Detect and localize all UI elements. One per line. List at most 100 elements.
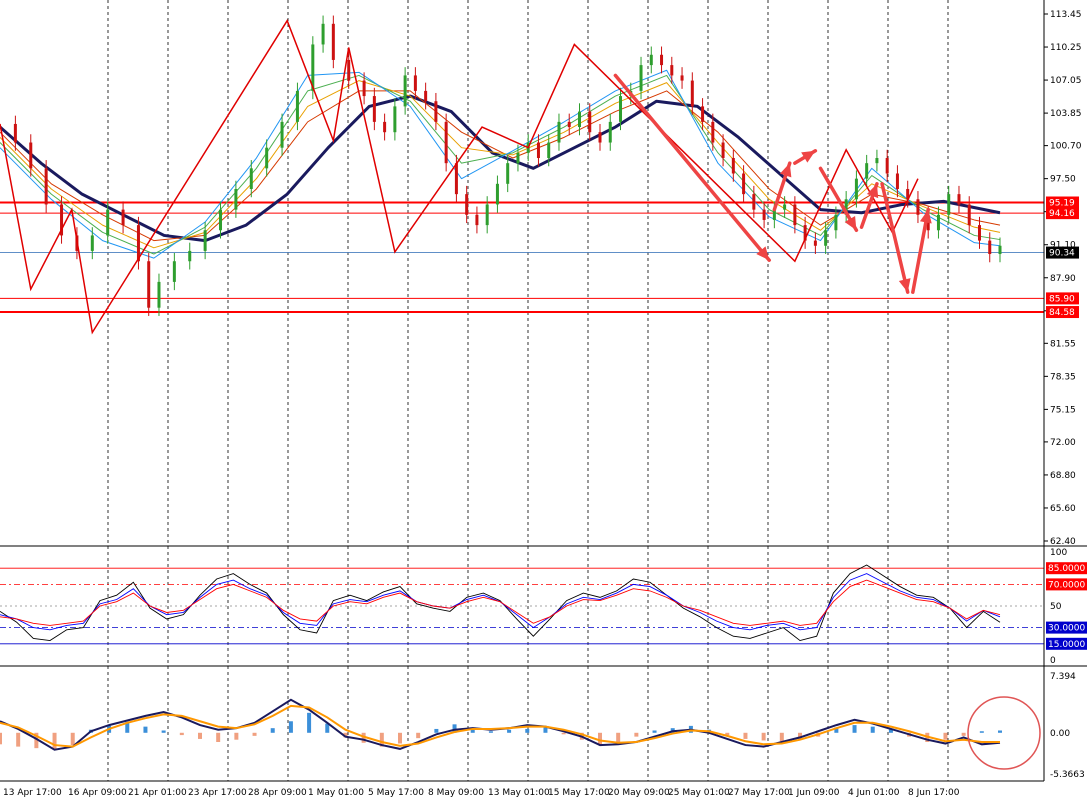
candle-body bbox=[988, 240, 992, 255]
candle-body bbox=[29, 142, 33, 169]
macd-histogram-bar bbox=[888, 728, 893, 733]
macd-histogram-bar bbox=[998, 730, 1002, 733]
candle-body bbox=[967, 204, 971, 226]
price-tick-label: 103.85 bbox=[1050, 109, 1082, 119]
macd-histogram-bar bbox=[0, 732, 2, 745]
candle-body bbox=[280, 121, 284, 148]
trend-arrow-head bbox=[756, 246, 770, 261]
candle-body bbox=[234, 188, 238, 210]
candle-body bbox=[577, 111, 581, 128]
oscillator-level-label: 15.0000 bbox=[1048, 640, 1085, 650]
candle-body bbox=[557, 121, 561, 143]
macd-histogram-bar bbox=[961, 732, 966, 736]
price-tick-label: 107.05 bbox=[1050, 76, 1082, 86]
current-price-label: 90.34 bbox=[1049, 249, 1075, 259]
macd-histogram-bar bbox=[70, 732, 75, 746]
candle-body bbox=[567, 121, 571, 128]
moving-average-line bbox=[0, 90, 1001, 242]
candle-body bbox=[331, 23, 335, 60]
oscillator-line bbox=[0, 579, 1001, 626]
candle-body bbox=[147, 261, 151, 308]
macd-histogram-bar bbox=[488, 731, 493, 733]
macd-histogram-bar bbox=[161, 730, 166, 733]
candle-body bbox=[547, 142, 551, 159]
candle-body bbox=[957, 194, 961, 205]
macd-histogram-bar bbox=[943, 732, 948, 740]
trend-arrow-head bbox=[844, 216, 857, 231]
macd-histogram-bar bbox=[179, 732, 184, 736]
oscillator-level-label: 85.0000 bbox=[1048, 564, 1085, 574]
candle-body bbox=[413, 75, 417, 91]
trend-arrow-shaft bbox=[911, 207, 930, 294]
oscillator-tick-label: 50 bbox=[1050, 602, 1062, 612]
macd-tick-label: -5.3663 bbox=[1050, 770, 1085, 780]
candle-body bbox=[742, 173, 746, 195]
macd-histogram-bar bbox=[216, 732, 221, 743]
highlight-circle bbox=[967, 696, 1041, 770]
macd-histogram-bar bbox=[16, 732, 21, 747]
trend-arrow-head bbox=[801, 150, 816, 163]
candle-body bbox=[680, 75, 684, 81]
trend-arrow-shaft bbox=[613, 73, 771, 262]
macd-histogram-bar bbox=[634, 732, 639, 737]
oscillator-level-label: 30.0000 bbox=[1048, 624, 1085, 634]
price-tick-label: 113.45 bbox=[1050, 10, 1082, 20]
x-tick-label: 8 Jun 17:00 bbox=[908, 788, 960, 798]
macd-histogram-bar bbox=[834, 727, 839, 733]
candle-body bbox=[485, 204, 489, 226]
candle-body bbox=[721, 142, 725, 159]
macd-histogram-bar bbox=[270, 728, 275, 733]
macd-histogram-bar bbox=[470, 728, 475, 733]
candle-body bbox=[506, 163, 510, 184]
candle-body bbox=[454, 163, 458, 195]
macd-histogram-bar bbox=[198, 732, 202, 739]
candle-body bbox=[813, 240, 817, 246]
oscillator-level-badge bbox=[1046, 637, 1087, 650]
x-tick-label: 20 May 09:00 bbox=[608, 788, 670, 798]
candle-body bbox=[936, 214, 940, 231]
macd-histogram-bar bbox=[979, 731, 984, 733]
macd-histogram-bar bbox=[525, 728, 530, 733]
macd-tick-label: 7.394 bbox=[1050, 672, 1076, 682]
macd-histogram-bar bbox=[543, 726, 548, 733]
x-tick-label: 13 Apr 17:00 bbox=[3, 788, 62, 798]
candle-body bbox=[60, 204, 64, 236]
candle-body bbox=[854, 178, 858, 200]
macd-histogram-bar bbox=[725, 732, 730, 736]
price-tick-label: 72.00 bbox=[1050, 438, 1076, 448]
macd-histogram-bar bbox=[143, 726, 148, 733]
candle-body bbox=[947, 194, 951, 215]
candle-body bbox=[321, 23, 325, 45]
candle-body bbox=[844, 199, 848, 215]
macd-histogram-bar bbox=[652, 730, 657, 733]
candle-body bbox=[619, 96, 623, 122]
macd-histogram-bar bbox=[743, 732, 748, 739]
oscillator-level-badge bbox=[1046, 578, 1087, 591]
price-tick-label: 65.60 bbox=[1050, 504, 1076, 514]
oscillator-line bbox=[0, 564, 1001, 642]
price-tick-label: 62.40 bbox=[1050, 537, 1076, 547]
price-panel-bg bbox=[0, 0, 1044, 545]
macd-histogram-bar bbox=[252, 732, 257, 736]
candle-body bbox=[772, 209, 776, 220]
trend-arrow-head bbox=[919, 209, 932, 224]
x-tick-label: 27 May 17:00 bbox=[728, 788, 790, 798]
candle-body bbox=[875, 158, 879, 164]
macd-histogram-bar bbox=[598, 732, 602, 746]
x-tick-label: 28 Apr 09:00 bbox=[248, 788, 307, 798]
candle-body bbox=[219, 209, 223, 231]
zigzag-line bbox=[0, 19, 919, 335]
current-price-badge bbox=[1046, 246, 1079, 259]
price-level-label: 94.16 bbox=[1049, 209, 1075, 219]
macd-histogram-bar bbox=[616, 732, 621, 743]
candle-body bbox=[383, 121, 387, 133]
moving-average-line bbox=[0, 94, 1001, 243]
macd-histogram-bar bbox=[288, 721, 293, 733]
price-level-badge bbox=[1046, 292, 1079, 305]
x-tick-label: 1 Jun 09:00 bbox=[788, 788, 840, 798]
price-level-label: 85.90 bbox=[1049, 294, 1075, 304]
candle-body bbox=[865, 163, 869, 179]
macd-tick-label: 0.00 bbox=[1050, 729, 1070, 739]
price-tick-label: 110.25 bbox=[1050, 43, 1082, 53]
